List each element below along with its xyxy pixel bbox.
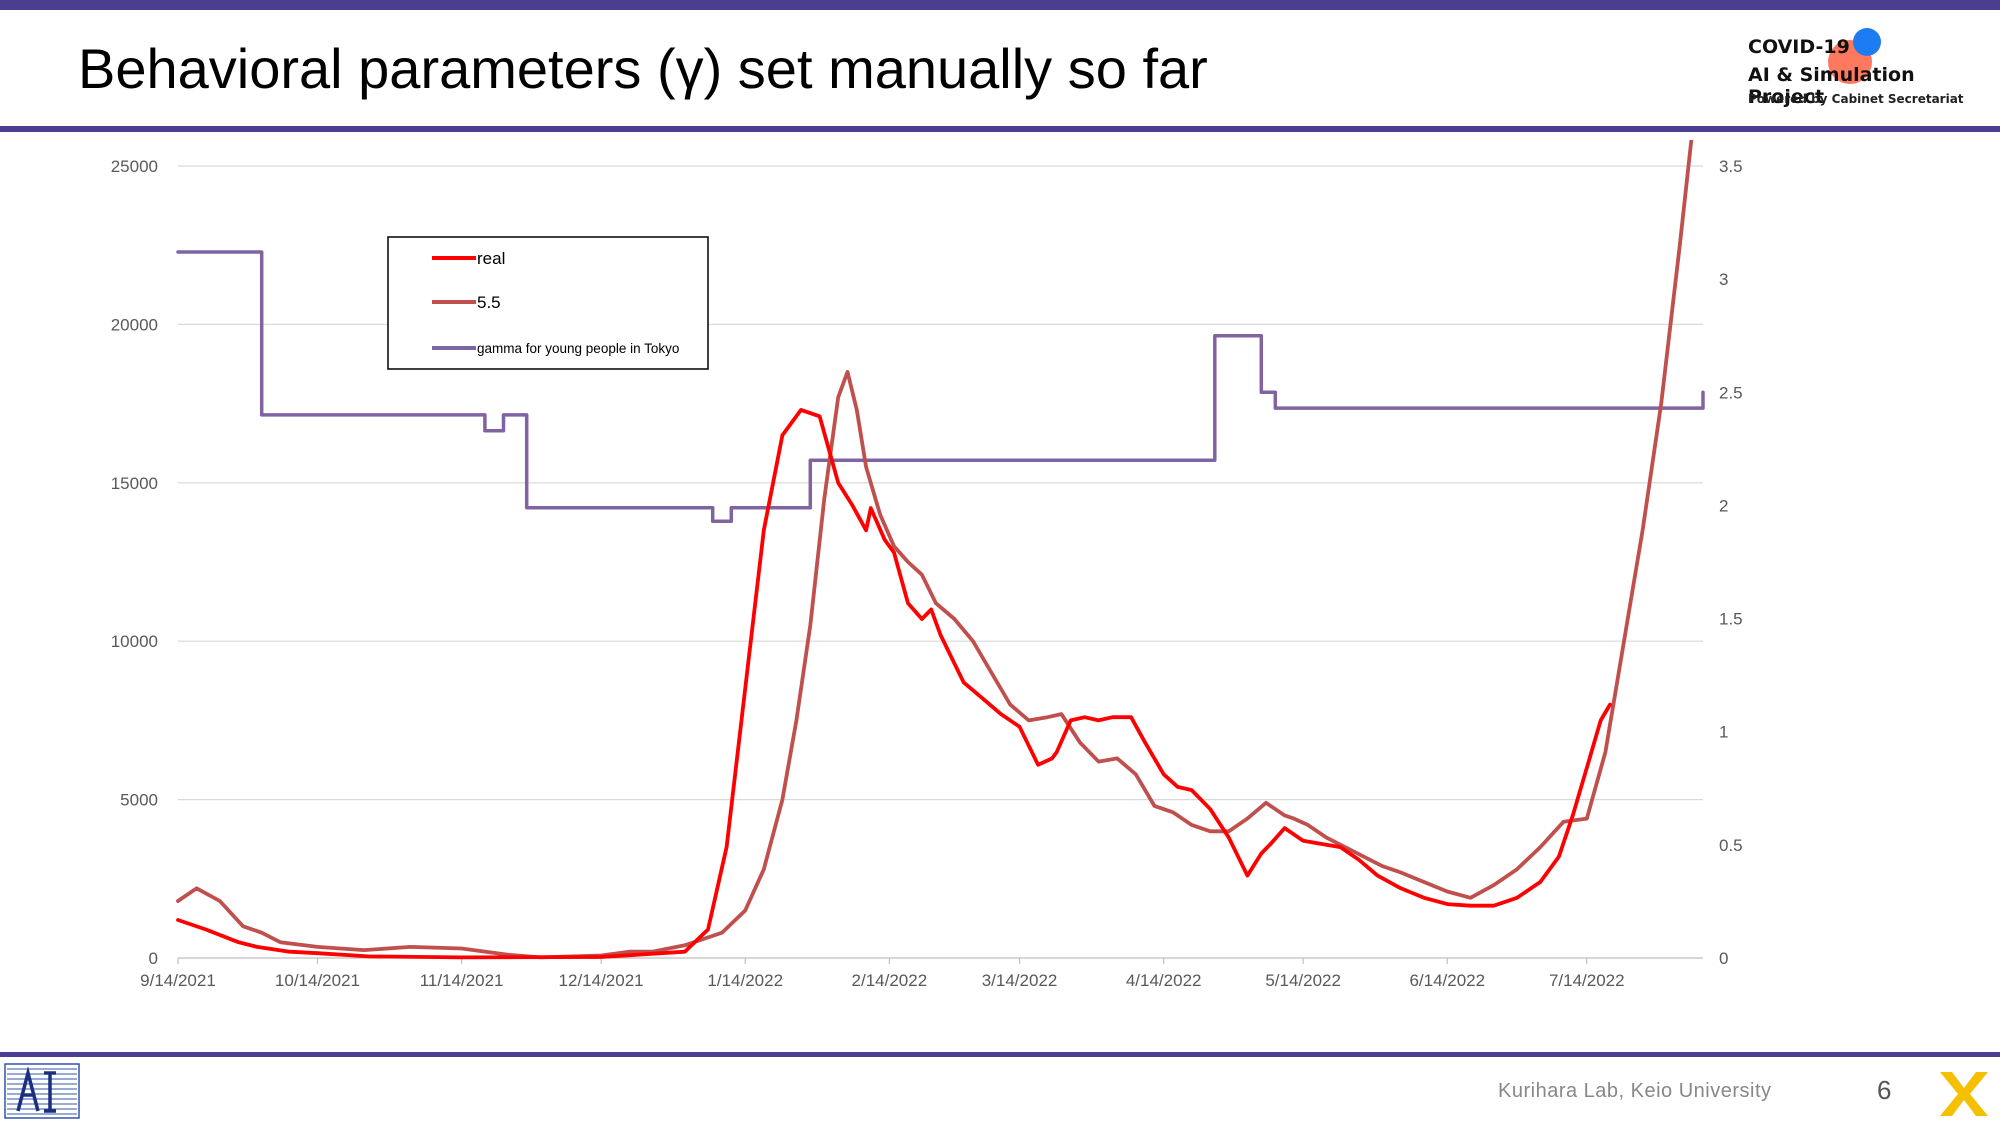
line-chart: 0 5000 10000 15000 20000 25000 0 0.5 1 1.5 2 2.5 3 3.… — [111, 140, 1743, 990]
chart-series — [176, 140, 1705, 960]
series-line-real — [176, 408, 1612, 960]
logo-line-3: Powered by Cabinet Secretariat — [1748, 92, 1964, 106]
chart-axis-labels: 0 5000 10000 15000 20000 25000 0 0.5 1 1.5 2 2.5 3 3.… — [111, 157, 1743, 990]
y-right-tick-label: 1 — [1719, 723, 1728, 742]
x-tick-label: 3/14/2022 — [982, 971, 1058, 990]
x-tick-label: 2/14/2022 — [852, 971, 928, 990]
x-logo-icon — [1940, 1072, 1988, 1116]
logo-line-1: COVID-19 — [1748, 36, 1850, 58]
y-right-tick-label: 2 — [1719, 496, 1728, 515]
footer-credit: Kurihara Lab, Keio University — [1498, 1080, 1772, 1102]
x-tick-label: 9/14/2021 — [140, 971, 216, 990]
y-left-tick-label: 15000 — [111, 474, 158, 493]
x-tick-label: 4/14/2022 — [1126, 971, 1202, 990]
y-right-tick-label: 3.5 — [1719, 157, 1743, 176]
slide-title: Behavioral parameters (γ) set manually s… — [78, 37, 1208, 100]
x-tick-label: 12/14/2021 — [559, 971, 644, 990]
legend-label-real: real — [477, 249, 505, 268]
logo-line-2: AI & Simulation Project — [1748, 64, 1915, 108]
chart-legend: real 5.5 gamma for young people in Tokyo — [387, 236, 709, 370]
y-left-tick-label: 25000 — [111, 157, 158, 176]
lab-logo-icon — [4, 1063, 80, 1119]
y-left-tick-label: 20000 — [111, 315, 158, 334]
covid-project-logo: COVID-19 AI & Simulation Project Powered… — [1745, 28, 1985, 118]
x-tick-label: 1/14/2022 — [707, 971, 783, 990]
x-tick-label: 6/14/2022 — [1409, 971, 1485, 990]
y-right-tick-label: 0 — [1719, 949, 1728, 968]
x-tick-label: 10/14/2021 — [275, 971, 360, 990]
x-tick-label: 5/14/2022 — [1265, 971, 1341, 990]
legend-label-model: 5.5 — [477, 293, 501, 312]
y-right-tick-label: 0.5 — [1719, 836, 1743, 855]
y-right-tick-label: 3 — [1719, 270, 1728, 289]
legend-label-gamma: gamma for young people in Tokyo — [477, 341, 679, 356]
x-tick-label: 7/14/2022 — [1549, 971, 1625, 990]
y-right-tick-label: 2.5 — [1719, 383, 1743, 402]
logo-blue-dot-icon — [1853, 28, 1881, 56]
y-left-tick-label: 10000 — [111, 632, 158, 651]
y-left-tick-label: 0 — [149, 949, 158, 968]
title-divider-rule — [0, 126, 2000, 132]
page-number: 6 — [1877, 1075, 1892, 1105]
series-line-gamma — [176, 250, 1705, 524]
y-left-tick-label: 5000 — [120, 791, 158, 810]
footer-divider-rule — [0, 1052, 2000, 1057]
x-tick-label: 11/14/2021 — [420, 971, 504, 990]
top-accent-rule — [0, 0, 2000, 10]
y-right-tick-label: 1.5 — [1719, 610, 1743, 629]
